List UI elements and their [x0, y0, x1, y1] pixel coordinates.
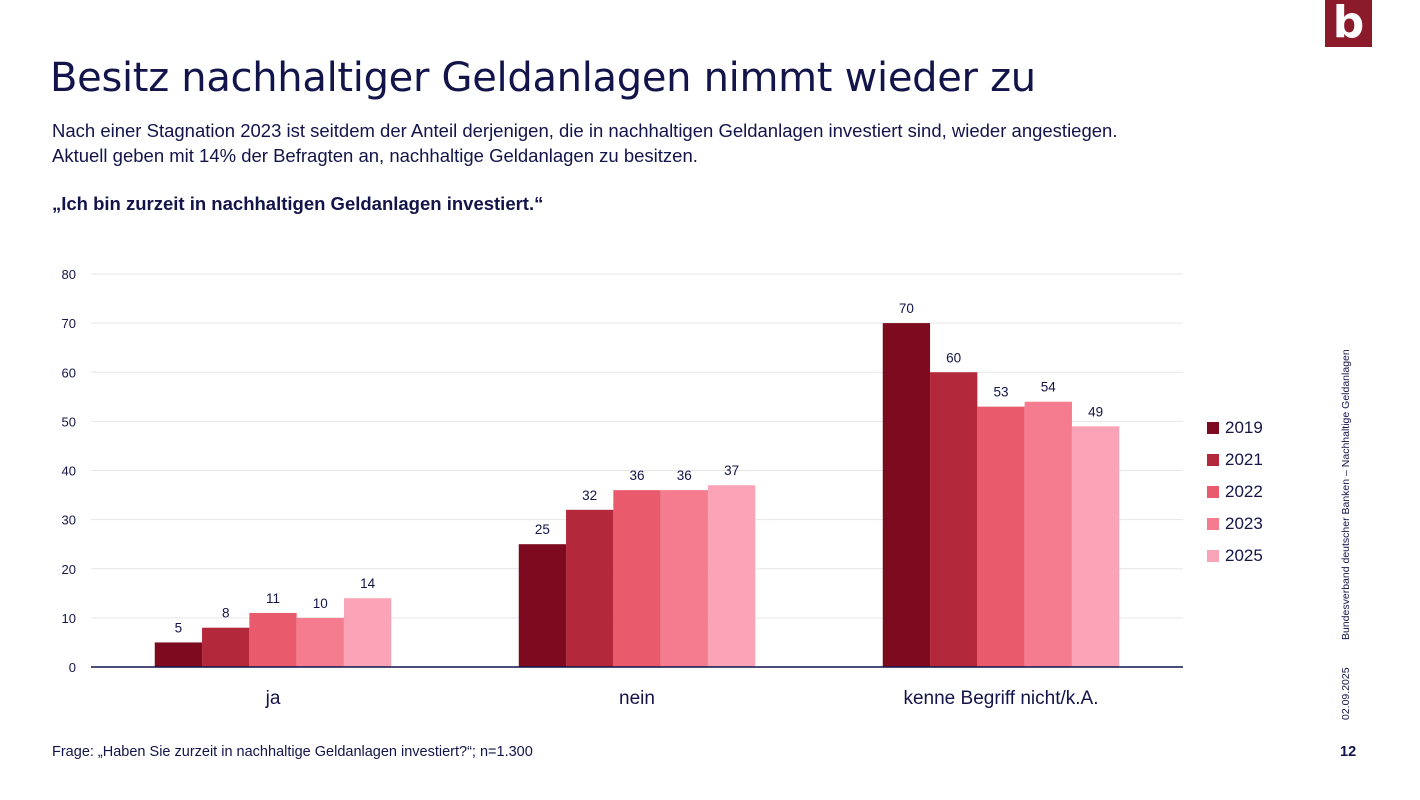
- data-label: 14: [360, 576, 376, 591]
- bar-2022: [249, 612, 297, 667]
- side-date: 02.09.2025: [1340, 667, 1352, 720]
- legend-item-2019: 2019: [1207, 412, 1263, 444]
- data-label: 36: [629, 468, 644, 483]
- data-label: 70: [899, 301, 914, 316]
- bar-2022: [977, 406, 1025, 667]
- bar-2023: [1024, 401, 1072, 667]
- bar-2019: [154, 642, 203, 667]
- data-label: 60: [946, 350, 961, 365]
- data-label: 54: [1041, 380, 1057, 395]
- data-label: 49: [1088, 404, 1103, 419]
- legend-label: 2023: [1225, 514, 1263, 533]
- legend-swatch-2022: [1207, 486, 1219, 498]
- page-number: 12: [1340, 744, 1357, 760]
- brand-logo: b: [1325, 0, 1372, 47]
- y-tick-label: 0: [69, 660, 76, 675]
- legend-label: 2025: [1225, 546, 1263, 565]
- bar-2025: [343, 598, 392, 667]
- chart-legend: 2019 2021 2022 2023 2025: [1207, 412, 1263, 572]
- bar-2023: [296, 617, 344, 667]
- legend-item-2023: 2023: [1207, 508, 1263, 540]
- data-label: 8: [222, 606, 230, 621]
- bar-2023: [660, 490, 708, 667]
- bar-2021: [566, 509, 614, 667]
- bar-2021: [930, 372, 978, 667]
- data-label: 10: [313, 596, 328, 611]
- subtitle-line: Aktuell geben mit 14% der Befragten an, …: [52, 145, 698, 166]
- legend-label: 2021: [1225, 450, 1263, 469]
- legend-item-2021: 2021: [1207, 444, 1263, 476]
- legend-item-2022: 2022: [1207, 476, 1263, 508]
- bar-2019: [518, 544, 567, 667]
- x-category-label: nein: [619, 688, 655, 709]
- legend-label: 2022: [1225, 482, 1263, 501]
- data-label: 37: [724, 463, 739, 478]
- subtitle-line: Nach einer Stagnation 2023 ist seitdem d…: [52, 120, 1118, 141]
- subtitle: Nach einer Stagnation 2023 ist seitdem d…: [52, 118, 1292, 168]
- y-tick-label: 80: [62, 267, 76, 282]
- data-label: 53: [993, 385, 1008, 400]
- y-tick-label: 70: [62, 316, 76, 331]
- legend-label: 2019: [1225, 418, 1263, 437]
- y-tick-label: 20: [62, 562, 76, 577]
- bar-2025: [707, 485, 756, 667]
- data-label: 5: [175, 620, 183, 635]
- data-label: 11: [266, 591, 280, 606]
- legend-swatch-2019: [1207, 422, 1219, 434]
- y-tick-label: 10: [62, 611, 76, 626]
- bar-2025: [1071, 426, 1120, 667]
- data-label: 32: [582, 488, 597, 503]
- y-tick-label: 40: [62, 464, 76, 479]
- legend-item-2025: 2025: [1207, 540, 1263, 572]
- y-tick-label: 30: [62, 513, 76, 528]
- bar-2021: [202, 627, 250, 667]
- footer-question-note: Frage: „Haben Sie zurzeit in nachhaltige…: [52, 744, 533, 760]
- bar-2019: [882, 323, 931, 667]
- x-category-label: ja: [265, 688, 281, 709]
- bar-2022: [613, 490, 661, 667]
- side-source-label: Bundesverband deutscher Banken – Nachhal…: [1340, 349, 1352, 640]
- legend-swatch-2021: [1207, 454, 1219, 466]
- y-tick-label: 50: [62, 414, 76, 429]
- data-label: 36: [677, 468, 692, 483]
- x-category-label: kenne Begriff nicht/k.A.: [903, 688, 1098, 709]
- legend-swatch-2025: [1207, 550, 1219, 562]
- legend-swatch-2023: [1207, 518, 1219, 530]
- data-label: 25: [535, 522, 550, 537]
- chart-question: „Ich bin zurzeit in nachhaltigen Geldanl…: [52, 193, 544, 214]
- page-title: Besitz nachhaltiger Geldanlagen nimmt wi…: [50, 55, 1036, 101]
- y-tick-label: 60: [62, 365, 76, 380]
